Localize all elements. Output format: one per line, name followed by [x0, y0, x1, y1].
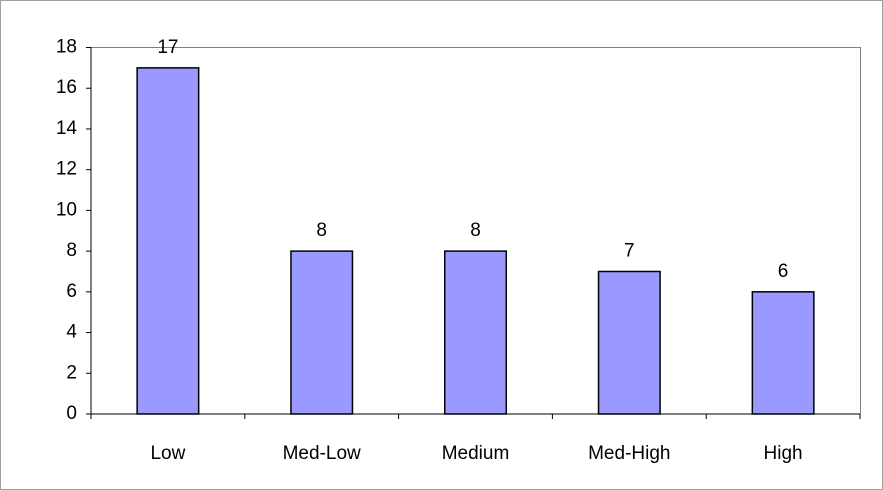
bar: [751, 291, 815, 415]
y-tick-label: 10: [56, 199, 77, 220]
y-tick-label: 4: [66, 322, 77, 343]
data-label: 17: [157, 37, 178, 58]
y-tick-label: 0: [66, 403, 77, 424]
bar: [290, 250, 354, 415]
x-tick-label: High: [764, 443, 803, 464]
y-tick-label: 14: [56, 118, 78, 139]
data-label: 7: [624, 240, 635, 261]
bar: [597, 270, 661, 415]
y-tick-label: 12: [56, 159, 77, 180]
y-tick-label: 8: [66, 240, 77, 261]
y-tick-label: 16: [56, 77, 77, 98]
y-tick-label: 2: [66, 362, 77, 383]
data-label: 8: [470, 220, 481, 241]
plot-border: [91, 47, 861, 414]
data-label: 6: [778, 261, 789, 282]
x-tick-label: Low: [150, 443, 185, 464]
x-tick-label: Medium: [442, 443, 510, 464]
x-tick-label: Med-Low: [283, 443, 361, 464]
bar: [136, 67, 200, 415]
data-label: 8: [316, 220, 327, 241]
x-tick-label: Med-High: [588, 443, 670, 464]
y-tick-label: 18: [56, 37, 77, 58]
bar: [443, 250, 508, 415]
y-tick-label: 6: [66, 281, 77, 302]
